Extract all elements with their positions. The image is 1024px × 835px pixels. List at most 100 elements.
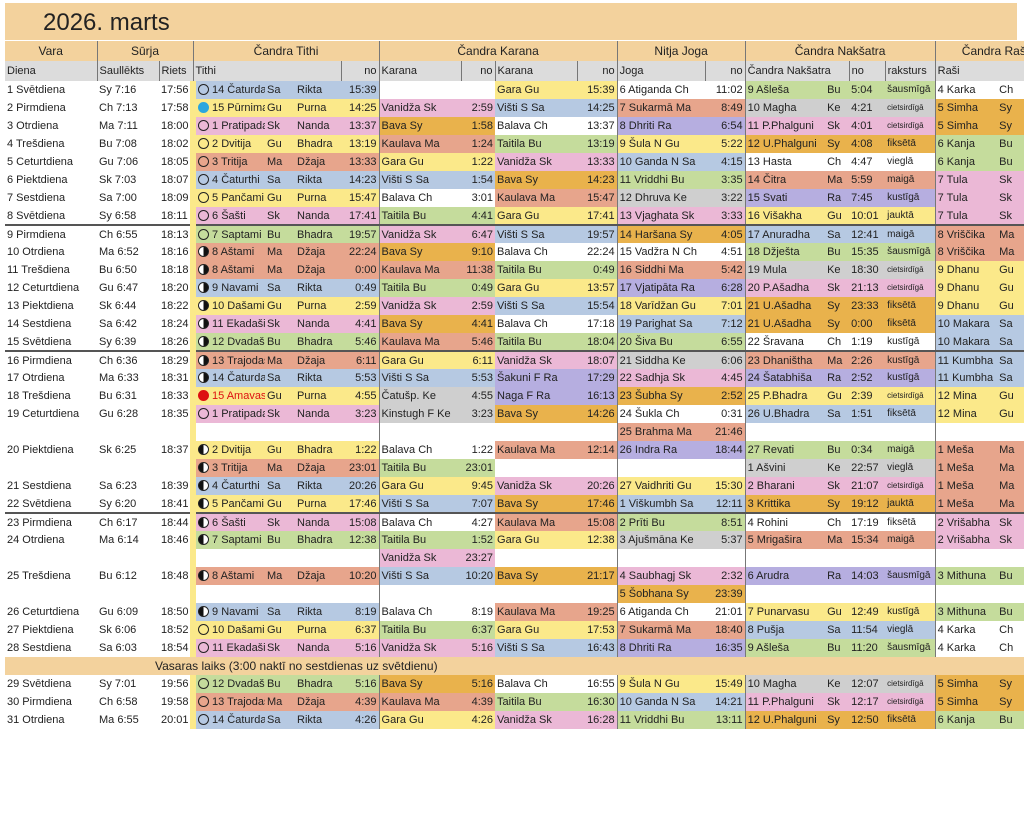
karana1-end: 23:01 <box>461 459 496 477</box>
tithi-cell: 4 Čaturthi <box>190 477 266 495</box>
karana1-cell: Balava Ch <box>379 189 462 207</box>
naksatra-planet: Ch <box>825 512 850 531</box>
sunset-cell: 18:07 <box>159 171 194 189</box>
joga-cell <box>617 549 706 567</box>
naksatra-end: 12:50 <box>849 711 886 729</box>
karana1-cell: Kaulava Ma <box>379 135 462 153</box>
karana2-cell: Vanidža Sk <box>495 477 578 495</box>
naksatra-character: maigā <box>885 531 936 549</box>
joga-cell: 14 Haršana Sy <box>617 224 706 243</box>
karana2-cell: Balava Ch <box>495 117 578 135</box>
table-row: 3 Tritija Ma Džaja 23:01 Taitila Bu 23:01 1 Aš… <box>5 459 1024 477</box>
karana2-end <box>577 459 618 477</box>
rasi-cell: 8 Vriščika <box>935 243 998 261</box>
karana1-end: 1:54 <box>461 171 496 189</box>
moon-phase-icon <box>199 228 210 240</box>
karana2-cell: Bava Sy <box>495 495 578 513</box>
naksatra-planet: Gu <box>825 207 850 225</box>
naksatra-cell: 20 P.Ašadha <box>745 279 826 297</box>
tithi-end: 15:39 <box>341 81 380 99</box>
header-naksatra: Čandra Nakšatra <box>745 41 936 61</box>
tithi-planet <box>265 423 296 441</box>
moon-phase-icon <box>199 624 210 635</box>
tithi-planet: Ma <box>265 153 296 171</box>
karana2-end: 16:13 <box>577 387 618 405</box>
joga-cell: 15 Vadžra N Ch <box>617 243 706 261</box>
rasi-planet <box>997 423 1024 441</box>
tithi-end: 22:24 <box>341 243 380 261</box>
naksatra-end: 12:49 <box>849 603 886 621</box>
joga-end: 21:46 <box>705 423 746 441</box>
karana2-cell: Bava Sy <box>495 567 578 585</box>
naksatra-planet: Ra <box>825 189 850 207</box>
joga-cell: 4 Saubhagj Sk <box>617 567 706 585</box>
tithi-planet: Sa <box>265 711 296 729</box>
karana1-cell: Balava Ch <box>379 512 462 531</box>
sunset-cell: 18:00 <box>159 117 194 135</box>
rasi-cell: 10 Makara <box>935 333 998 351</box>
tithi-end: 0:00 <box>341 261 380 279</box>
naksatra-end: 0:34 <box>849 441 886 459</box>
karana2-end: 18:04 <box>577 333 618 351</box>
moon-phase-icon <box>199 209 210 221</box>
tithi-type: Džaja <box>295 693 342 711</box>
naksatra-planet: Sk <box>825 117 850 135</box>
naksatra-cell: 24 Šatabhiša <box>745 369 826 387</box>
subheader-tithi: Tithi <box>193 61 342 81</box>
joga-end <box>705 459 746 477</box>
naksatra-character: cietsirdīgā <box>885 279 936 297</box>
moon-phase-icon <box>199 335 210 347</box>
naksatra-end: 1:19 <box>849 333 886 351</box>
sunrise-cell: Sy 7:01 <box>97 675 159 693</box>
rasi-cell: 3 Mithuna <box>935 603 998 621</box>
naksatra-planet: Bu <box>825 81 850 99</box>
sunrise-cell: Ma 6:52 <box>97 243 159 261</box>
rasi-planet: Bu <box>997 135 1024 153</box>
tithi-type: Bhadra <box>295 135 342 153</box>
tithi-end: 17:41 <box>341 207 380 225</box>
sunset-cell: 18:46 <box>159 531 194 549</box>
rasi-cell: 7 Tula <box>935 189 998 207</box>
rasi-cell: 7 Tula <box>935 207 998 225</box>
rasi-cell: 4 Karka <box>935 639 998 657</box>
karana1-cell: Taitila Bu <box>379 207 462 225</box>
tithi-type: Nanda <box>295 117 342 135</box>
day-cell: 2 Pirmdiena <box>5 99 97 117</box>
tithi-end: 15:47 <box>341 189 380 207</box>
tithi-name: 12 Dvadaši <box>212 678 266 690</box>
subheader-sunrise: Saullēkts <box>97 61 160 81</box>
karana2-end: 16:43 <box>577 639 618 657</box>
karana2-cell: Kaulava Ma <box>495 512 578 531</box>
karana2-cell: Vanidža Sk <box>495 350 578 369</box>
naksatra-end <box>849 585 886 603</box>
subheader-joga-no: no <box>705 61 746 81</box>
table-row: 19 Ceturtdiena Gu 6:28 18:35 1 Pratipada Sk N… <box>5 405 1024 423</box>
naksatra-end: 4:47 <box>849 153 886 171</box>
moon-phase-icon <box>199 318 210 329</box>
naksatra-planet: Ke <box>825 459 850 477</box>
naksatra-planet: Gu <box>825 387 850 405</box>
joga-cell: 2 Prīti Bu <box>617 512 706 531</box>
sunrise-cell: Sk 6:25 <box>97 441 159 459</box>
sunset-cell: 19:56 <box>159 675 194 693</box>
karana1-end: 1:58 <box>461 117 496 135</box>
karana2-end: 13:57 <box>577 279 618 297</box>
moon-phase-icon <box>199 84 210 95</box>
tithi-type: Džaja <box>295 459 342 477</box>
tithi-type: Bhadra <box>295 675 342 693</box>
moon-phase-icon <box>199 516 210 528</box>
day-cell: 28 Sestdiena <box>5 639 97 657</box>
sunset-cell: 18:52 <box>159 621 194 639</box>
karana1-end: 4:26 <box>461 711 496 729</box>
tithi-cell: 14 Čaturdaši <box>190 81 266 99</box>
rasi-planet: Sa <box>997 333 1024 351</box>
naksatra-planet: Sy <box>825 135 850 153</box>
karana1-cell: Kaulava Ma <box>379 261 462 279</box>
karana1-cell: Gara Gu <box>379 153 462 171</box>
karana2-cell: Vanidža Sk <box>495 711 578 729</box>
moon-phase-icon <box>199 408 210 419</box>
rasi-planet: Sk <box>997 531 1024 549</box>
tithi-cell: 15 Pūrnima <box>190 99 266 117</box>
naksatra-planet: Ma <box>825 350 850 369</box>
